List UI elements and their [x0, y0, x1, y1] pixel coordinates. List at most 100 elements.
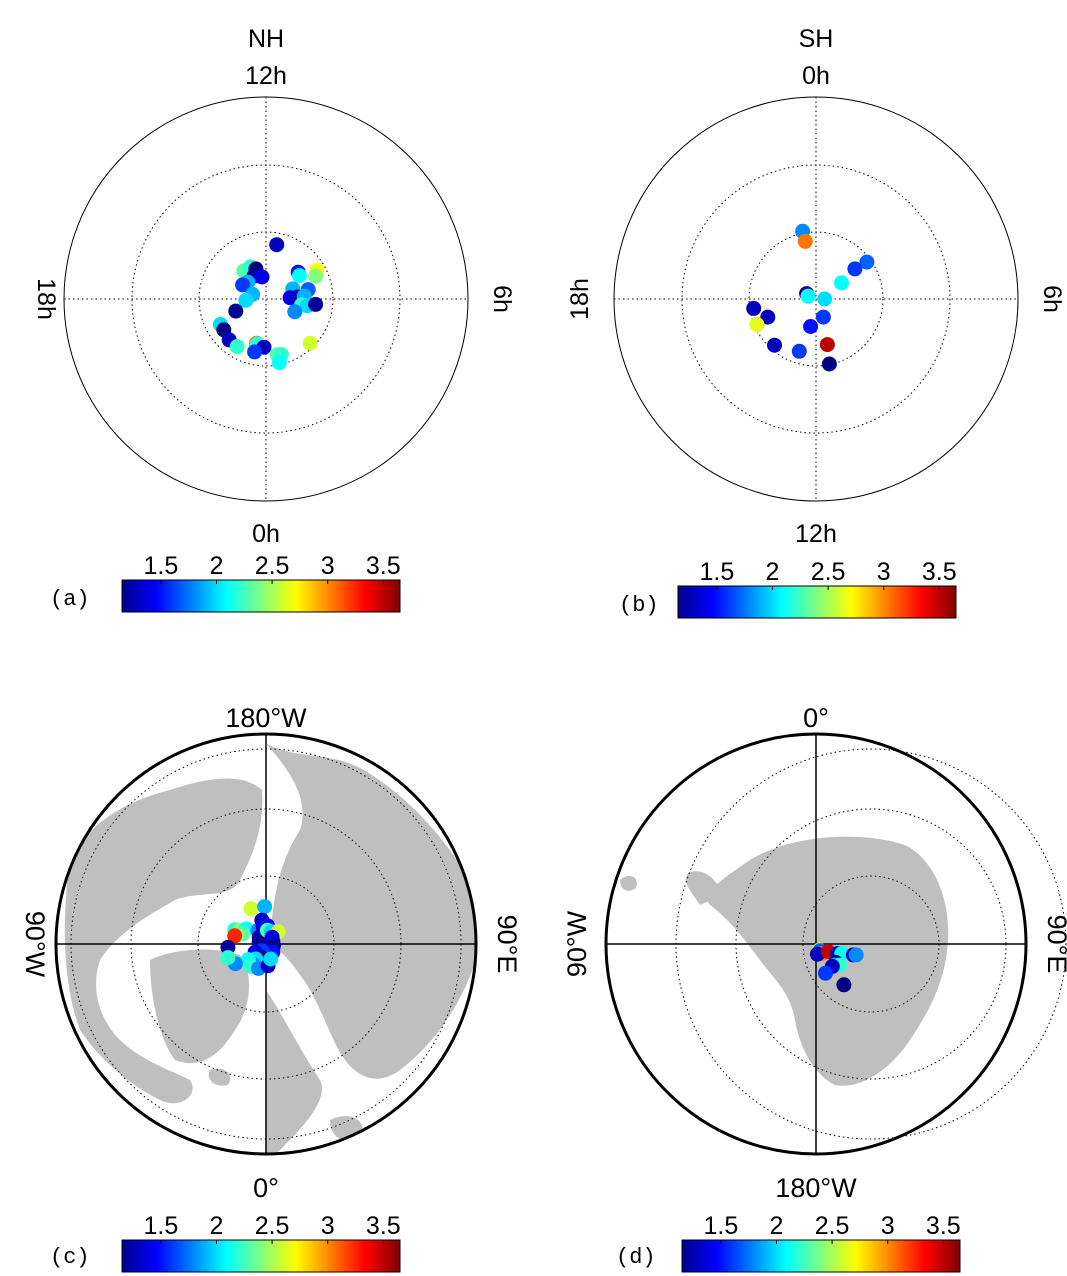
panel-a-point-27 — [229, 339, 245, 355]
colorbar-ticks: 1.5 2 2.5 3 3.5 — [704, 1212, 961, 1244]
colorbar-tick-label-2: 2.5 — [255, 552, 290, 580]
panel-c-land-islands-3 — [208, 1068, 231, 1086]
panel-b-point-6 — [800, 288, 816, 304]
panel-b-colorbar: 1.5 2 2.5 3 3.5 — [677, 558, 957, 619]
panel-c-label-bottom: 0° — [253, 1173, 279, 1203]
panel-c-point-7 — [227, 928, 243, 944]
panel-a-point-22 — [308, 296, 324, 312]
panel-b-point-9 — [760, 309, 776, 325]
panel-c-points — [220, 899, 286, 976]
panel-c-point-30 — [263, 951, 279, 967]
colorbar-gradient — [677, 585, 957, 619]
panel-c-point-1 — [257, 899, 273, 915]
panel-b-point-10 — [749, 317, 765, 332]
panel-c-land-islands-2 — [300, 875, 350, 900]
panel-b-label-top: 0h — [802, 62, 830, 90]
panel-b-panel-label: (b) — [619, 593, 659, 618]
colorbar-tick-label-3: 3 — [321, 1212, 335, 1240]
panel-d-label-left: 90°W — [562, 910, 592, 977]
panel-a-title: NH — [248, 25, 284, 53]
panel-c-land — [64, 744, 476, 1154]
panel-d-grid — [604, 732, 1067, 1156]
panel-b-point-14 — [791, 343, 807, 359]
panel-b-label-bottom: 12h — [795, 520, 837, 548]
panel-d-points — [809, 942, 864, 993]
panel-d-point-14 — [836, 977, 852, 993]
panel-d-label-right: 90°E — [1042, 915, 1067, 974]
panel-a-label-left: 18h — [32, 278, 60, 320]
panel-d-land-islands-1 — [620, 875, 637, 891]
colorbar-tick-label-4: 3.5 — [926, 1212, 961, 1240]
panel-b-point-4 — [834, 275, 849, 291]
panel-b-point-11 — [815, 309, 831, 325]
panel-a-panel-label: (a) — [50, 587, 90, 612]
panel-a-label-bottom: 0h — [252, 520, 280, 548]
colorbar-tick-label-3: 3 — [881, 1212, 895, 1240]
panel-c-panel-label: (c) — [50, 1245, 90, 1270]
panel-d-point-8 — [848, 947, 864, 963]
panel-a-point-7 — [235, 277, 251, 293]
panel-a-point-34 — [271, 355, 287, 371]
colorbar-tick-label-3: 3 — [321, 552, 335, 580]
panel-a-point-12 — [292, 268, 307, 284]
panel-b-point-16 — [821, 356, 837, 372]
colorbar-tick-label-1: 2 — [210, 552, 224, 580]
colorbar-ticks: 1.5 2 2.5 3 3.5 — [144, 552, 401, 584]
panel-b: SH 0h 12h 18h 6h — [566, 25, 1066, 548]
panel-a-label-right: 6h — [488, 285, 516, 313]
panel-d-land — [620, 836, 949, 1086]
panel-d-label-top: 0° — [803, 703, 829, 733]
panel-b-label-left: 18h — [566, 278, 594, 320]
colorbar-tick-label-1: 2 — [770, 1212, 784, 1240]
panel-a-grid — [63, 96, 469, 502]
panel-c-land-eurasia-east — [266, 744, 476, 1079]
colorbar-ticks: 1.5 2 2.5 3 3.5 — [144, 1212, 401, 1244]
panel-b-point-8 — [746, 300, 762, 316]
panel-b-point-15 — [819, 337, 835, 353]
panel-b-point-7 — [817, 291, 833, 307]
colorbar-ticks: 1.5 2 2.5 3 3.5 — [700, 558, 957, 590]
panel-a-point-31 — [247, 344, 263, 360]
colorbar-gradient — [681, 1239, 961, 1273]
panel-d-land-peninsula — [685, 871, 722, 905]
panel-d: 0° 180°W 90°W 90°E — [562, 703, 1067, 1203]
panel-d-panel-label: (d) — [616, 1245, 656, 1270]
colorbar-tick-label-2: 2.5 — [815, 1212, 850, 1240]
colorbar-tick-label-4: 3.5 — [922, 558, 957, 586]
panel-c-colorbar: 1.5 2 2.5 3 3.5 — [121, 1212, 401, 1273]
panel-a-point-14 — [308, 268, 324, 284]
panel-b-label-right: 6h — [1038, 285, 1066, 313]
panel-c-land-islands-1 — [190, 864, 240, 891]
colorbar-gradient — [121, 1239, 401, 1273]
colorbar-tick-label-0: 1.5 — [144, 1212, 179, 1240]
colorbar-tick-label-1: 2 — [210, 1212, 224, 1240]
panel-b-point-12 — [803, 319, 819, 334]
panel-d-colorbar: 1.5 2 2.5 3 3.5 — [681, 1212, 961, 1273]
colorbar-tick-label-4: 3.5 — [366, 552, 401, 580]
colorbar-gradient — [121, 579, 401, 613]
panel-c-label-left: 90°W — [20, 911, 50, 978]
panel-b-point-2 — [859, 254, 875, 270]
panel-a-point-35 — [302, 335, 318, 351]
panel-b-point-1 — [797, 233, 813, 249]
panel-b-point-3 — [847, 261, 863, 277]
panel-d-boundary — [604, 732, 1028, 1156]
panel-a-point-23 — [287, 304, 303, 320]
panel-c-land-north-america — [64, 778, 263, 1104]
panel-c-boundary — [54, 732, 478, 1156]
panel-c-label-right: 90°E — [492, 915, 522, 974]
panel-c-point-33 — [220, 950, 236, 966]
panel-b-title: SH — [799, 25, 834, 53]
panel-c-land-eurasia-west — [266, 990, 322, 1154]
colorbar-tick-label-1: 2 — [766, 558, 780, 586]
colorbar-tick-label-0: 1.5 — [704, 1212, 739, 1240]
panel-d-label-bottom: 180°W — [775, 1173, 857, 1203]
panel-a-points — [212, 237, 325, 371]
colorbar-tick-label-0: 1.5 — [700, 558, 735, 586]
colorbar-tick-label-3: 3 — [877, 558, 891, 586]
panel-d-land-islands-2 — [739, 903, 756, 917]
colorbar-tick-label-0: 1.5 — [144, 552, 179, 580]
panel-a: NH 12h 0h 18h 6h — [32, 25, 516, 548]
colorbar-tick-label-2: 2.5 — [811, 558, 846, 586]
